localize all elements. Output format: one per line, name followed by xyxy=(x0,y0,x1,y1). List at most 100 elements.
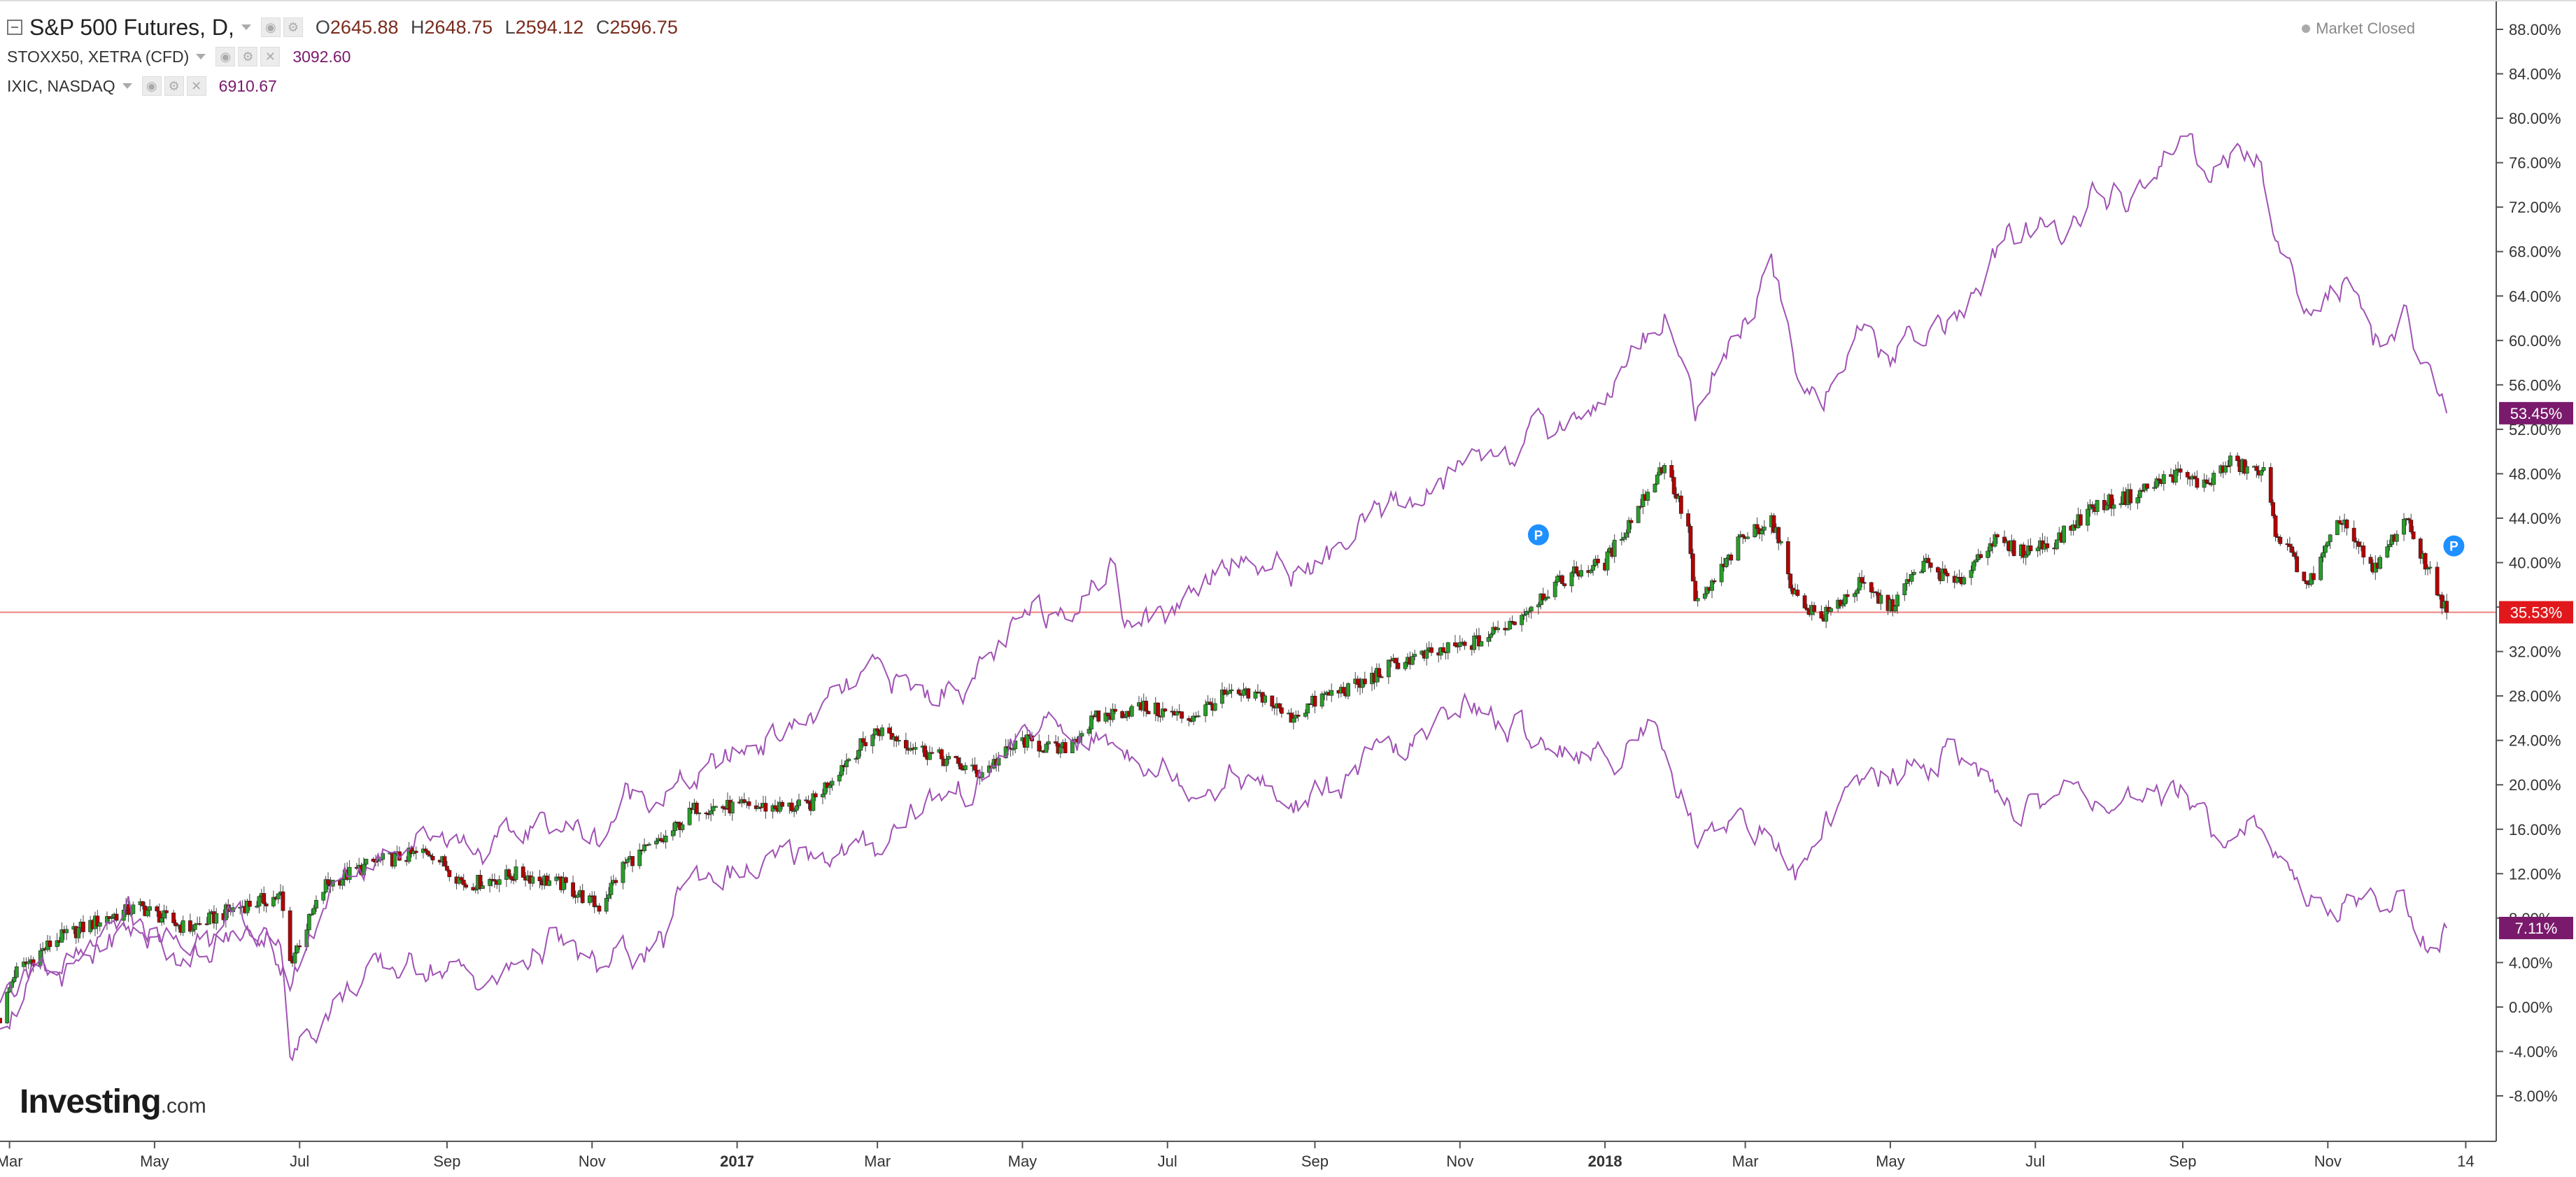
candle-body xyxy=(326,879,330,885)
candle-body xyxy=(187,920,192,932)
chevron-down-icon[interactable] xyxy=(241,24,251,30)
candle xyxy=(2378,555,2382,570)
candle xyxy=(1410,652,1415,666)
candle xyxy=(2202,473,2207,492)
event-marker[interactable]: P xyxy=(1527,524,1549,545)
candle xyxy=(956,755,961,767)
candle xyxy=(1653,483,1657,493)
candle xyxy=(658,832,663,843)
candle xyxy=(1161,701,1165,721)
candle xyxy=(247,894,252,911)
candle xyxy=(1386,659,1391,684)
candle-body xyxy=(927,752,932,760)
candle-body xyxy=(2161,474,2166,484)
gear-icon[interactable]: ⚙ xyxy=(238,47,258,66)
close-icon[interactable]: ✕ xyxy=(260,47,281,66)
candle xyxy=(2273,513,2278,542)
candle-body xyxy=(530,876,535,884)
eye-icon[interactable]: ◉ xyxy=(215,47,236,66)
candle xyxy=(854,756,858,764)
candle xyxy=(1229,683,1234,699)
candle xyxy=(1802,593,1807,609)
candle-body xyxy=(872,728,877,736)
candle-body xyxy=(1719,564,1724,583)
candle xyxy=(323,876,328,894)
candle xyxy=(1227,683,1232,694)
candle-body xyxy=(511,879,516,881)
candle xyxy=(2444,594,2449,620)
candle-body xyxy=(1362,678,1367,685)
y-tick-label: 56.00% xyxy=(2509,376,2561,394)
candle-body xyxy=(1305,703,1310,713)
candle-body xyxy=(1389,659,1394,662)
candle-body xyxy=(1971,562,1976,571)
candle xyxy=(913,741,918,755)
candle-body xyxy=(1562,583,1567,587)
collapse-icon[interactable] xyxy=(7,20,22,35)
candle-body xyxy=(1208,701,1212,704)
candle xyxy=(1912,569,1916,576)
candle xyxy=(1655,471,1659,485)
candle-body xyxy=(1355,678,1360,685)
candle-body xyxy=(804,799,809,801)
candle xyxy=(2254,464,2259,478)
x-axis[interactable]: Mar May Jul Sep Nov 2017 Mar May Jul Sep Nov 2018 Ma… xyxy=(0,1141,2496,1170)
candle xyxy=(157,903,162,923)
y-tick-label: 16.00% xyxy=(2509,821,2561,839)
candle-body xyxy=(1724,558,1729,567)
candle xyxy=(1943,564,1947,576)
eye-icon[interactable]: ◉ xyxy=(260,17,281,37)
candle-body xyxy=(1919,571,1924,573)
candle xyxy=(1236,687,1241,696)
close-icon[interactable]: ✕ xyxy=(186,76,206,96)
candle-body xyxy=(1841,604,1845,606)
candle-body xyxy=(642,844,646,851)
candle xyxy=(1505,628,1510,631)
last-value-badges: 53.45% 35.53% 7.11% xyxy=(2499,401,2573,939)
candle xyxy=(607,887,611,902)
candle xyxy=(2385,540,2390,559)
candle-body xyxy=(554,876,559,881)
candle-body xyxy=(1513,621,1517,625)
candle xyxy=(1624,529,1629,541)
candle xyxy=(554,873,559,885)
chevron-down-icon[interactable] xyxy=(122,83,132,89)
candle xyxy=(1403,661,1408,671)
candle-body xyxy=(1175,711,1180,715)
event-marker[interactable]: P xyxy=(2443,535,2465,557)
candle-body xyxy=(1087,729,1091,734)
candle-body xyxy=(654,841,658,845)
candle-body xyxy=(1129,706,1134,717)
last-value-badge: 35.53% xyxy=(2499,601,2573,624)
x-tick-label: Mar xyxy=(1732,1153,1759,1170)
event-markers-group[interactable]: PP xyxy=(1527,524,2465,557)
candle xyxy=(2035,545,2040,557)
gear-icon[interactable]: ⚙ xyxy=(164,76,184,96)
candle-body xyxy=(148,906,153,911)
candle xyxy=(2157,473,2161,486)
x-tick-label: 2017 xyxy=(720,1153,754,1170)
x-tick-label: May xyxy=(140,1153,169,1170)
candle xyxy=(561,871,566,894)
candle xyxy=(2045,536,2050,552)
candle xyxy=(847,757,851,762)
candle-body xyxy=(1627,520,1631,534)
chevron-down-icon[interactable] xyxy=(196,54,206,59)
candle xyxy=(1771,513,1776,534)
candle xyxy=(160,913,164,926)
candle-body xyxy=(887,727,891,734)
eye-icon[interactable]: ◉ xyxy=(141,76,162,96)
candle xyxy=(1389,656,1394,668)
gear-icon[interactable]: ⚙ xyxy=(283,17,303,37)
candle-body xyxy=(1543,598,1548,601)
candle xyxy=(1453,634,1457,648)
candle xyxy=(1477,627,1481,650)
candle xyxy=(1736,534,1741,562)
candle xyxy=(1874,590,1878,596)
candle-body xyxy=(828,785,833,788)
candle xyxy=(797,793,801,809)
candle xyxy=(872,728,877,739)
candle xyxy=(1163,708,1168,713)
